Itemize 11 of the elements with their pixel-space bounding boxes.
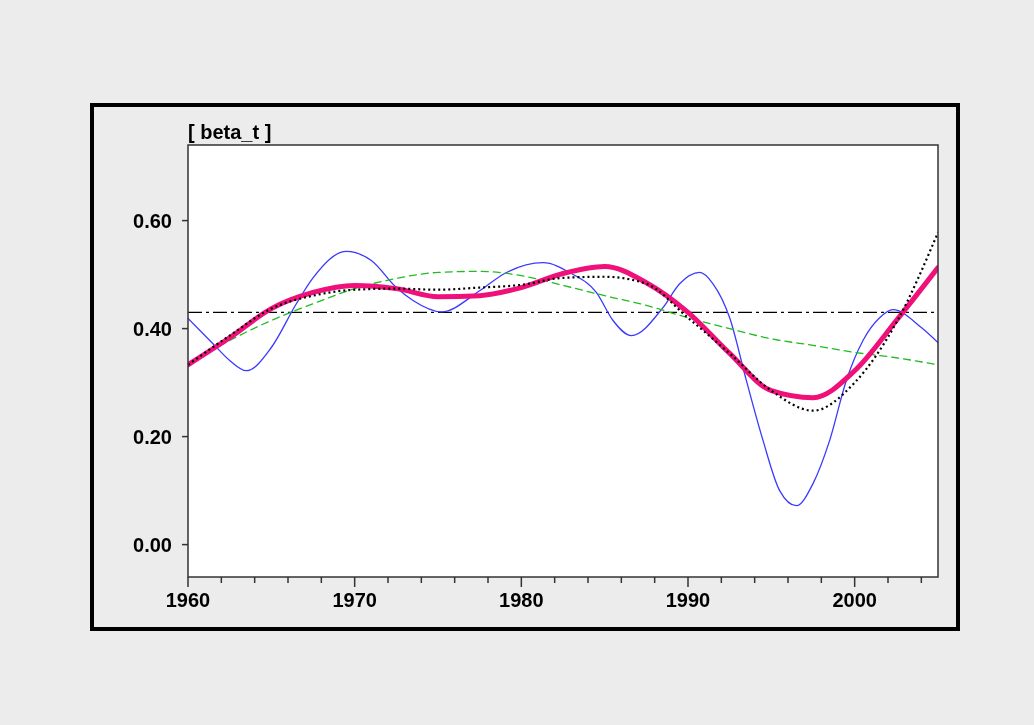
y-tick-label: 0.20 (133, 425, 172, 448)
line-series (188, 250, 938, 507)
x-tick-label: 1980 (499, 589, 544, 611)
y-tick-label: 0.60 (133, 209, 172, 232)
chart-title: [ beta_t ] (188, 121, 272, 143)
x-tick-label: 1990 (665, 589, 711, 611)
y-tick-label: 0.00 (133, 533, 172, 556)
x-tick-label: 1970 (332, 589, 377, 611)
x-tick-label: 2000 (832, 589, 877, 611)
y-tick-label: 0.40 (133, 317, 172, 340)
x-tick-label: 1960 (165, 589, 211, 611)
